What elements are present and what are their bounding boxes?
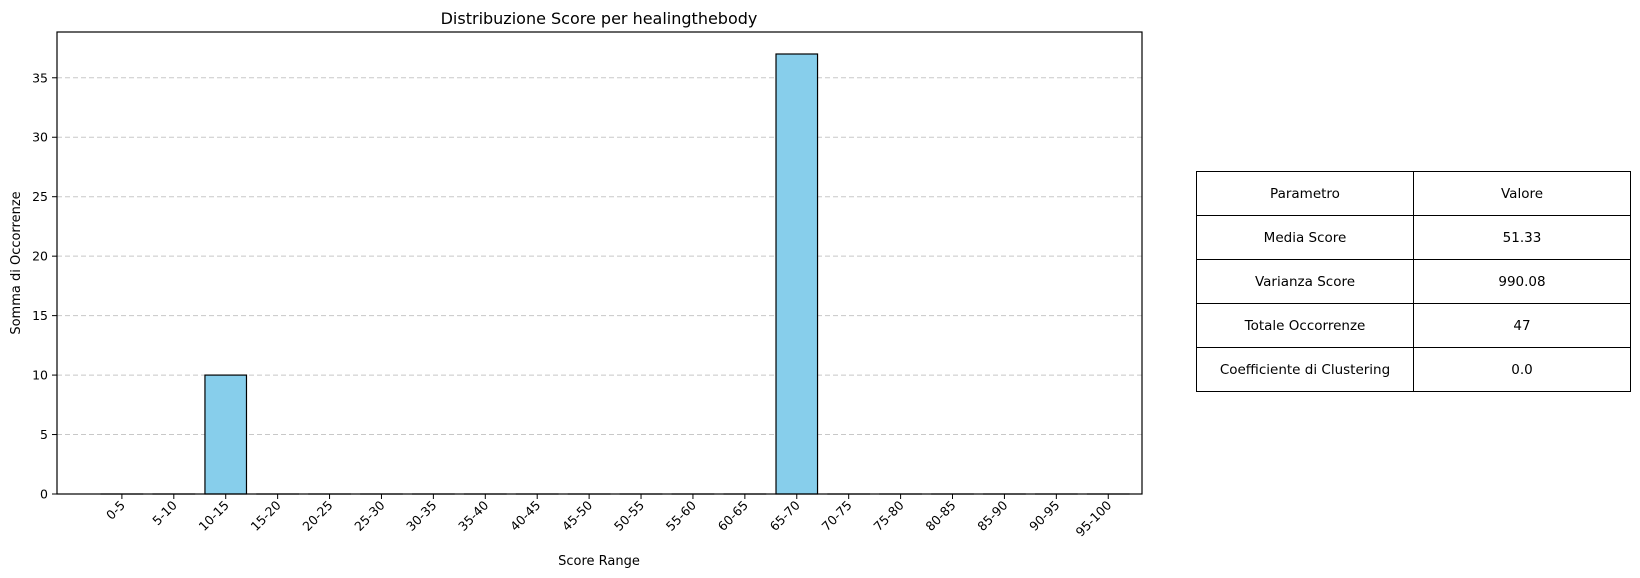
plot-frame — [56, 31, 1143, 495]
y-tick-label: 10 — [32, 368, 48, 383]
statistics-table: Parametro Valore Media Score 51.33 Varianz… — [1196, 171, 1631, 392]
table-header-row: Parametro Valore — [1196, 171, 1631, 216]
x-tick-label: 65-70 — [767, 497, 803, 533]
table-cell-value: 0.0 — [1413, 347, 1631, 392]
x-tick-label: 25-30 — [351, 497, 387, 533]
table-cell-param: Totale Occorrenze — [1196, 303, 1414, 348]
bar-10-15 — [204, 374, 248, 495]
y-tick-label: 5 — [40, 427, 48, 442]
x-tick-label: 5-10 — [149, 497, 180, 528]
bars — [100, 53, 1130, 495]
x-tick-label: 80-85 — [922, 498, 958, 534]
y-tick-label: 25 — [32, 189, 48, 204]
table-cell-param: Coefficiente di Clustering — [1196, 347, 1414, 392]
x-tick-label: 20-25 — [299, 498, 335, 534]
x-tick-label: 35-40 — [455, 497, 491, 533]
bar-65-70 — [775, 53, 819, 495]
table-cell-param: Varianza Score — [1196, 259, 1414, 304]
table-row: Totale Occorrenze 47 — [1196, 303, 1631, 348]
table-header-value: Valore — [1413, 171, 1631, 216]
table-cell-value: 990.08 — [1413, 259, 1631, 304]
x-axis-label: Score Range — [558, 554, 640, 569]
table-row: Varianza Score 990.08 — [1196, 259, 1631, 304]
x-tick-label: 90-95 — [1026, 498, 1062, 534]
table-row: Media Score 51.33 — [1196, 215, 1631, 260]
y-tick-label: 35 — [32, 70, 48, 85]
y-tick-label: 15 — [32, 308, 48, 323]
x-tick-label: 55-60 — [663, 497, 699, 533]
y-tick-label: 20 — [32, 249, 48, 264]
x-tick-label: 10-15 — [196, 498, 232, 534]
x-tick-label: 40-45 — [507, 498, 543, 534]
y-tick-label: 0 — [40, 487, 48, 502]
x-tick-label: 85-90 — [974, 497, 1010, 533]
table-row: Coefficiente di Clustering 0.0 — [1196, 347, 1631, 392]
y-tick-label: 30 — [32, 130, 48, 145]
x-tick-label: 70-75 — [819, 498, 855, 534]
x-axis-ticks: 0-5 5-10 10-15 15-20 20-25 25-30 30-35 35-40 40-… — [103, 494, 1114, 539]
y-axis-ticks: 0 5 10 15 20 25 30 35 — [32, 70, 57, 502]
chart-title: Distribuzione Score per healingthebody — [441, 9, 758, 28]
x-tick-label: 0-5 — [103, 498, 128, 523]
table-cell-param: Media Score — [1196, 215, 1414, 260]
x-tick-label: 45-50 — [559, 497, 595, 533]
x-tick-label: 75-80 — [870, 497, 906, 533]
x-tick-label: 50-55 — [611, 498, 647, 534]
x-tick-label: 60-65 — [715, 498, 751, 534]
table-cell-value: 47 — [1413, 303, 1631, 348]
table-cell-value: 51.33 — [1413, 215, 1631, 260]
x-tick-label: 15-20 — [247, 497, 283, 533]
x-tick-label: 30-35 — [403, 498, 439, 534]
y-axis-label: Somma di Occorrenze — [9, 191, 24, 334]
x-tick-label: 95-100 — [1072, 497, 1114, 539]
table-header-param: Parametro — [1196, 171, 1414, 216]
